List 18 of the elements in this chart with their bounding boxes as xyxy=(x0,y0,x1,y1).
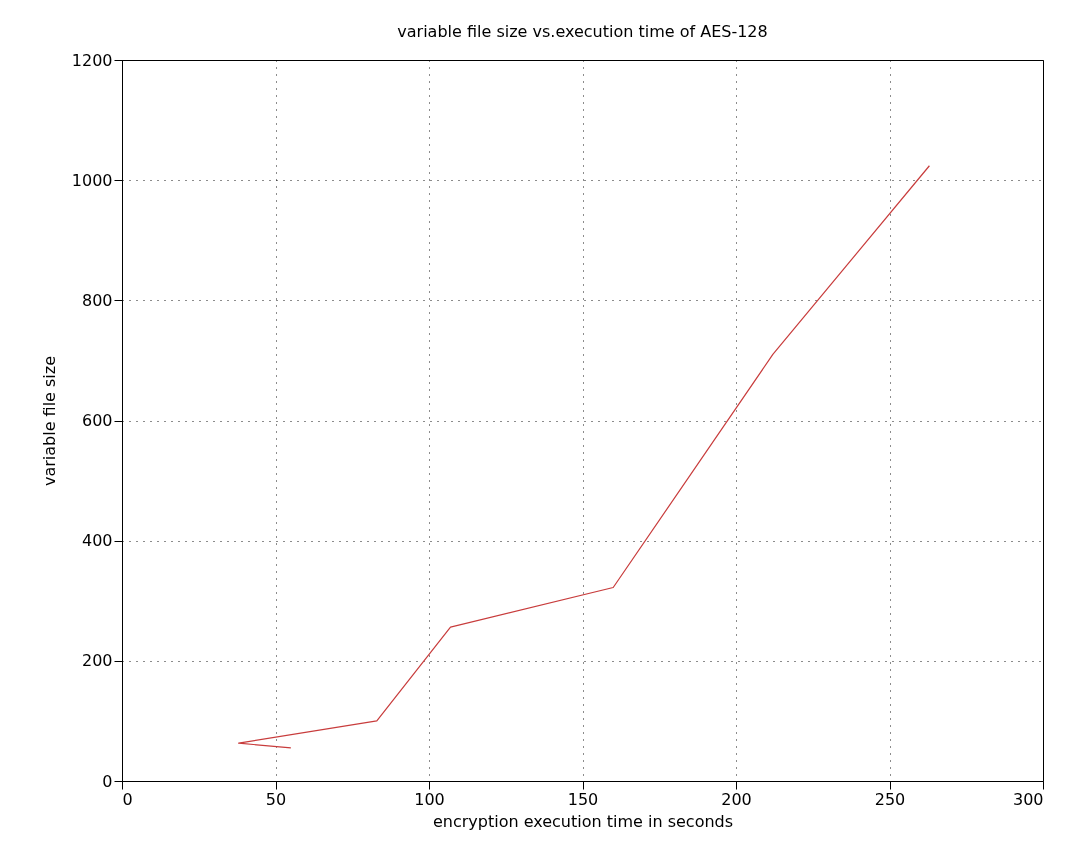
y-axis-title: variable file size xyxy=(39,355,59,487)
x-tick-label: 250 xyxy=(874,789,906,809)
y-tick-label: 0 xyxy=(102,771,113,791)
y-tick-label: 400 xyxy=(81,531,113,551)
y-tick-label: 800 xyxy=(81,290,113,310)
y-tick-label: 1200 xyxy=(71,50,113,70)
line-series xyxy=(238,165,931,749)
y-tick-label: 200 xyxy=(81,651,113,671)
x-tick-label: 300 xyxy=(1012,789,1044,809)
x-tick-label: 0 xyxy=(122,789,133,809)
y-tick-label: 600 xyxy=(81,411,113,430)
x-tick-label: 50 xyxy=(265,789,287,809)
x-tick-label: 200 xyxy=(721,789,752,809)
x-tick-label: 150 xyxy=(567,789,599,809)
chart-title: variable file size vs.execution time of AES-128 xyxy=(397,22,768,41)
y-tick-label: 1000 xyxy=(71,170,113,190)
x-tick-label: 100 xyxy=(414,789,445,809)
x-axis-title: encryption execution time in seconds xyxy=(432,811,734,831)
